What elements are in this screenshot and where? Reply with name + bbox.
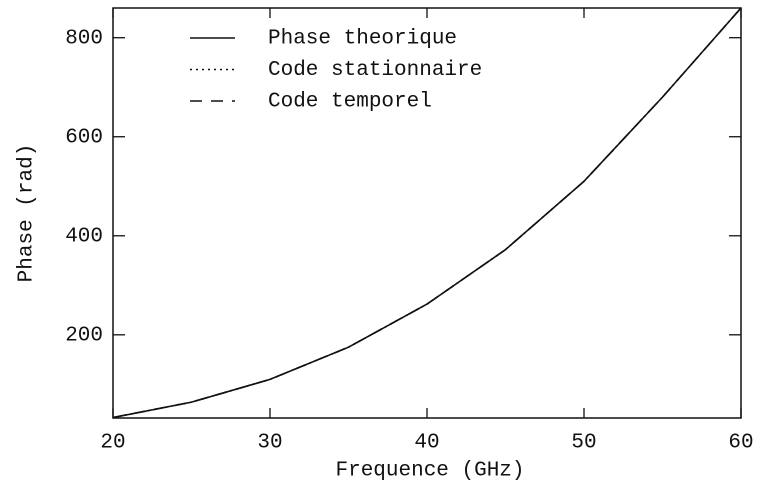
x-tick-label: 20 [100, 432, 125, 455]
y-tick-label: 400 [65, 225, 103, 248]
x-axis-label: Frequence (GHz) [335, 460, 524, 483]
x-tick-label: 30 [257, 432, 282, 455]
x-tick-label: 40 [414, 432, 439, 455]
legend-label: Code temporel [268, 91, 432, 114]
y-axis-label: Phase (rad) [16, 144, 39, 283]
y-tick-label: 200 [65, 324, 103, 347]
x-tick-label: 50 [571, 432, 596, 455]
legend-label: Code stationnaire [268, 59, 482, 82]
series-line [112, 7, 742, 419]
legend-label: Phase theorique [268, 28, 457, 51]
y-tick-label: 600 [65, 126, 103, 149]
y-tick-label: 800 [65, 27, 103, 50]
x-tick-label: 60 [728, 432, 753, 455]
